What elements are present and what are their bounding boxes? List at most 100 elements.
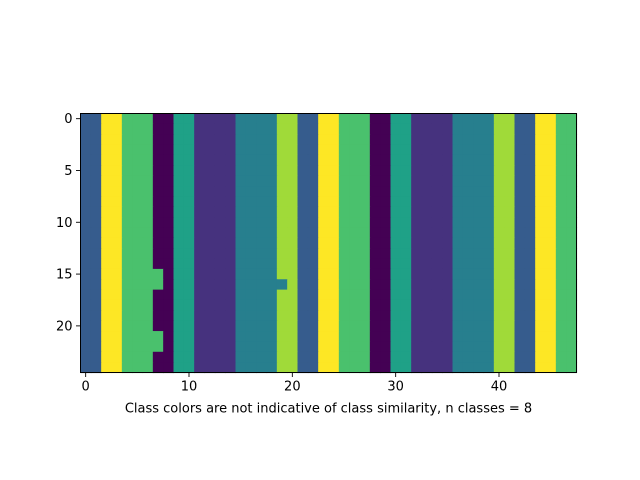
heatmap-cell <box>462 362 474 374</box>
heatmap-cell <box>545 258 557 270</box>
heatmap-cell <box>369 331 381 343</box>
heatmap-cell <box>411 331 423 343</box>
heatmap-cell <box>524 186 536 197</box>
heatmap-cell <box>452 362 464 374</box>
heatmap-cell <box>173 268 185 280</box>
heatmap-cell <box>349 206 361 218</box>
heatmap-cell <box>400 268 412 280</box>
heatmap-cell <box>204 113 216 125</box>
heatmap-cell <box>535 144 547 156</box>
heatmap-cell <box>359 258 371 270</box>
heatmap-cell <box>111 237 123 249</box>
heatmap-cell <box>390 113 402 125</box>
heatmap-cell <box>483 258 495 270</box>
heatmap-cell <box>214 279 226 291</box>
heatmap-cell <box>194 310 206 322</box>
heatmap-cell <box>535 248 547 260</box>
heatmap-cell <box>535 289 547 301</box>
heatmap-cell <box>90 289 102 301</box>
heatmap-cell <box>524 113 536 125</box>
heatmap-cell <box>545 175 557 187</box>
heatmap-cell <box>80 217 92 229</box>
heatmap-cell <box>101 258 113 270</box>
heatmap-cell <box>328 227 340 239</box>
heatmap-cell <box>380 113 392 125</box>
heatmap-cell <box>555 289 567 301</box>
heatmap-cell <box>80 331 92 343</box>
heatmap-cell <box>235 289 247 301</box>
heatmap-cell <box>328 299 340 311</box>
heatmap-cell <box>411 123 423 135</box>
heatmap-cell <box>524 206 536 218</box>
heatmap-cell <box>452 299 464 311</box>
heatmap-cell <box>369 320 381 332</box>
heatmap-cell <box>359 362 371 374</box>
heatmap-cell <box>235 165 247 177</box>
heatmap-cell <box>514 206 526 218</box>
heatmap-cell <box>411 206 423 218</box>
heatmap-cell <box>493 299 505 311</box>
heatmap-cell <box>380 134 392 146</box>
heatmap-cell <box>276 362 288 374</box>
heatmap-cell <box>214 186 226 197</box>
heatmap-cell <box>400 341 412 353</box>
heatmap-cell <box>369 144 381 156</box>
heatmap-cell <box>555 362 567 374</box>
heatmap-cell <box>504 165 516 177</box>
heatmap-cell <box>328 351 340 363</box>
heatmap-cell <box>359 175 371 187</box>
heatmap-cell <box>338 331 350 343</box>
heatmap-cell <box>142 206 154 218</box>
heatmap-cell <box>101 186 113 197</box>
heatmap-cell <box>194 134 206 146</box>
heatmap-cell <box>307 362 319 374</box>
heatmap-cell <box>287 196 299 208</box>
heatmap-cell <box>462 299 474 311</box>
heatmap-cell <box>338 186 350 197</box>
heatmap-cell <box>142 186 154 197</box>
heatmap-cell <box>245 237 257 249</box>
heatmap-cell <box>462 279 474 291</box>
heatmap-cell <box>276 144 288 156</box>
heatmap-cell <box>183 279 195 291</box>
heatmap-cell <box>442 227 454 239</box>
heatmap-cell <box>245 289 257 301</box>
heatmap-cell <box>390 134 402 146</box>
heatmap-cell <box>566 362 578 374</box>
heatmap-cell <box>225 227 237 239</box>
heatmap-cell <box>442 144 454 156</box>
heatmap-cell <box>359 268 371 280</box>
heatmap-cell <box>142 196 154 208</box>
heatmap-cell <box>307 113 319 125</box>
heatmap-cell <box>101 289 113 301</box>
heatmap-cell <box>545 123 557 135</box>
heatmap-cell <box>183 268 195 280</box>
heatmap-cell <box>566 258 578 270</box>
heatmap-cell <box>462 289 474 301</box>
heatmap-cell <box>121 186 133 197</box>
heatmap-cell <box>287 134 299 146</box>
heatmap-cell <box>483 310 495 322</box>
heatmap-cell <box>442 196 454 208</box>
heatmap-cell <box>431 310 443 322</box>
heatmap-cell <box>276 248 288 260</box>
heatmap-cell <box>390 258 402 270</box>
heatmap-cell <box>163 320 175 332</box>
heatmap-cell <box>359 227 371 239</box>
heatmap-cell <box>266 175 278 187</box>
heatmap-cell <box>483 175 495 187</box>
heatmap-cell <box>369 289 381 301</box>
heatmap-cell <box>245 258 257 270</box>
heatmap-cell <box>111 320 123 332</box>
heatmap-cell <box>204 154 216 166</box>
heatmap-cell <box>111 248 123 260</box>
heatmap-cell <box>256 165 268 177</box>
heatmap-cell <box>421 134 433 146</box>
heatmap-cell <box>214 341 226 353</box>
axes-frame <box>80 113 577 373</box>
heatmap-cell <box>297 320 309 332</box>
heatmap-cell <box>287 310 299 322</box>
heatmap-cell <box>338 175 350 187</box>
heatmap-cell <box>349 258 361 270</box>
heatmap-cell <box>101 248 113 260</box>
